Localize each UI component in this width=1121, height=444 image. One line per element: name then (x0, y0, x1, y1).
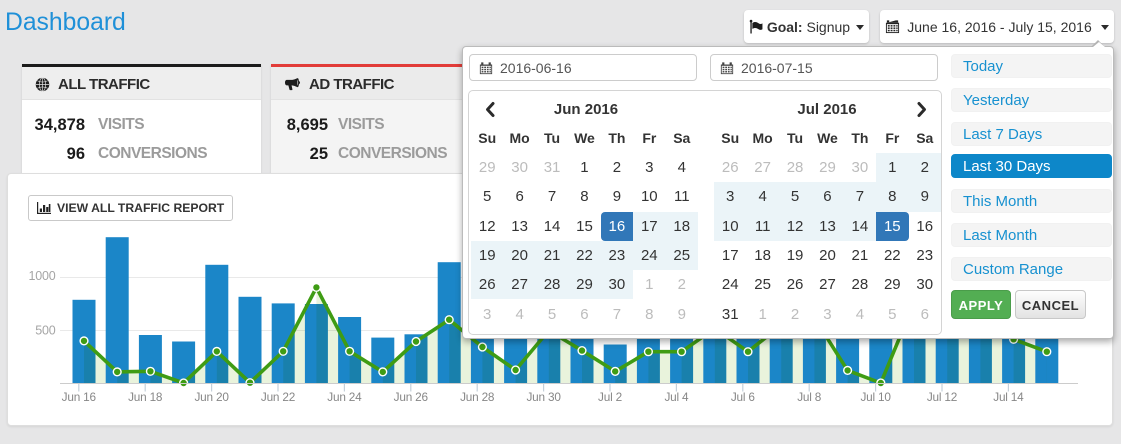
svg-text:Jun 22: Jun 22 (261, 390, 295, 404)
svg-text:Jul 12: Jul 12 (927, 390, 957, 404)
svg-text:Jun 30: Jun 30 (526, 390, 561, 404)
svg-text:Jun 20: Jun 20 (194, 390, 229, 404)
svg-text:Jul 10: Jul 10 (860, 390, 891, 404)
svg-text:500: 500 (35, 323, 56, 337)
svg-text:Jul 6: Jul 6 (731, 390, 756, 404)
svg-text:Jul 14: Jul 14 (993, 390, 1024, 404)
svg-text:Jul 2: Jul 2 (598, 390, 622, 404)
svg-text:Jul 4: Jul 4 (664, 390, 689, 404)
svg-text:Jun 26: Jun 26 (394, 390, 429, 404)
svg-text:Jul 8: Jul 8 (797, 390, 822, 404)
svg-text:Jun 16: Jun 16 (62, 390, 97, 404)
svg-text:Jun 24: Jun 24 (327, 390, 362, 404)
svg-text:Jun 18: Jun 18 (128, 390, 163, 404)
svg-text:Jun 28: Jun 28 (460, 390, 495, 404)
svg-text:1000: 1000 (28, 269, 55, 283)
